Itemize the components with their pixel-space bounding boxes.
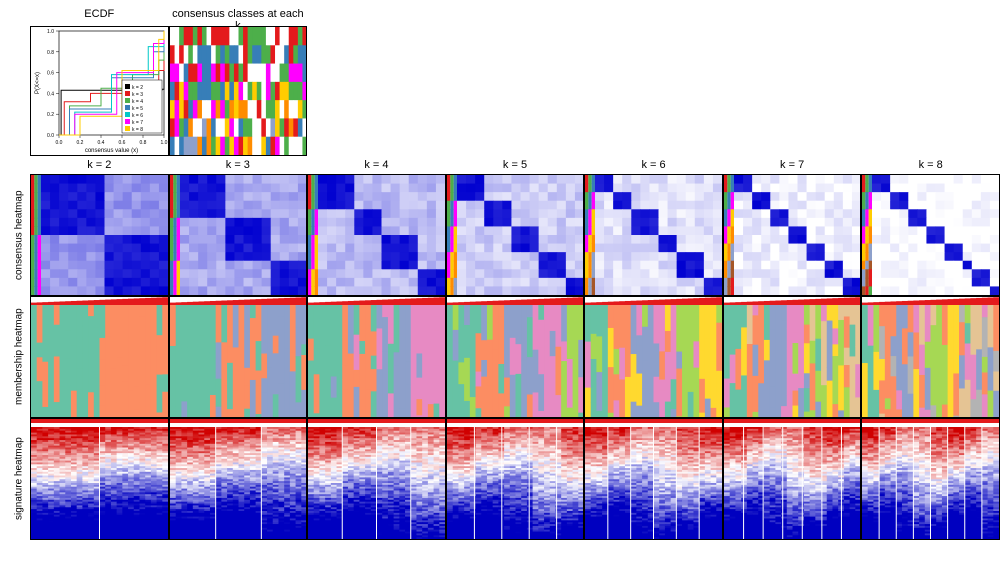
k-label: k = 4 — [307, 156, 446, 174]
svg-text:k = 2: k = 2 — [132, 85, 143, 91]
svg-text:0.2: 0.2 — [77, 140, 84, 146]
membership-heatmap-k6 — [584, 296, 723, 418]
svg-text:0.8: 0.8 — [47, 50, 54, 56]
membership-heatmap-k5 — [446, 296, 585, 418]
svg-text:k = 8: k = 8 — [132, 127, 143, 133]
svg-text:1.0: 1.0 — [47, 29, 54, 35]
figure-grid: ECDF consensus classes at each k 0.00.20… — [8, 8, 1000, 540]
membership-heatmap-k3 — [169, 296, 308, 418]
blank — [8, 8, 30, 26]
signature-heatmap-k7 — [723, 418, 862, 540]
k-label: k = 2 — [30, 156, 169, 174]
svg-text:0.4: 0.4 — [47, 91, 54, 97]
consensus-heatmap-k6 — [584, 174, 723, 296]
svg-text:0.6: 0.6 — [119, 140, 126, 146]
membership-heatmap-k2 — [30, 296, 169, 418]
svg-text:k = 4: k = 4 — [132, 99, 143, 105]
svg-text:P(X<=x): P(X<=x) — [35, 72, 41, 94]
k-label: k = 6 — [584, 156, 723, 174]
svg-text:0.0: 0.0 — [56, 140, 63, 146]
svg-text:k = 3: k = 3 — [132, 92, 143, 98]
consensus-heatmap-k7 — [723, 174, 862, 296]
consensus-classes-title: consensus classes at each k — [169, 8, 308, 26]
signature-heatmap-k3 — [169, 418, 308, 540]
signature-heatmap-k4 — [307, 418, 446, 540]
consensus-heatmap-k2 — [30, 174, 169, 296]
membership-heatmap-k7 — [723, 296, 862, 418]
svg-text:k = 7: k = 7 — [132, 120, 143, 126]
signature-heatmap-k8 — [861, 418, 1000, 540]
k-label: k = 5 — [446, 156, 585, 174]
svg-text:0.0: 0.0 — [47, 133, 54, 139]
consensus-heatmap-k3 — [169, 174, 308, 296]
consensus-classes-panel — [169, 26, 308, 156]
row-label-membership: membership heatmap — [8, 296, 30, 418]
consensus-heatmap-k5 — [446, 174, 585, 296]
svg-text:0.8: 0.8 — [140, 140, 147, 146]
k-label: k = 7 — [723, 156, 862, 174]
svg-text:0.4: 0.4 — [98, 140, 105, 146]
ecdf-title: ECDF — [30, 8, 169, 26]
consensus-heatmap-k8 — [861, 174, 1000, 296]
signature-heatmap-k6 — [584, 418, 723, 540]
svg-text:0.2: 0.2 — [47, 112, 54, 118]
k-label: k = 3 — [169, 156, 308, 174]
row-label-consensus: consensus heatmap — [8, 174, 30, 296]
row-label-signature: signature heatmap — [8, 418, 30, 540]
svg-text:consensus value (x): consensus value (x) — [85, 148, 138, 154]
signature-heatmap-k2 — [30, 418, 169, 540]
svg-text:k = 5: k = 5 — [132, 106, 143, 112]
svg-text:0.6: 0.6 — [47, 71, 54, 77]
consensus-heatmap-k4 — [307, 174, 446, 296]
svg-text:1.0: 1.0 — [161, 140, 168, 146]
membership-heatmap-k4 — [307, 296, 446, 418]
signature-heatmap-k5 — [446, 418, 585, 540]
blank — [8, 26, 30, 156]
ecdf-panel: 0.0 0.2 0.4 0.6 0.8 1.0 0.0 0.2 0.4 0.6 0.8 1.0 cons… — [30, 26, 169, 156]
membership-heatmap-k8 — [861, 296, 1000, 418]
k-label: k = 8 — [861, 156, 1000, 174]
svg-text:k = 6: k = 6 — [132, 113, 143, 119]
